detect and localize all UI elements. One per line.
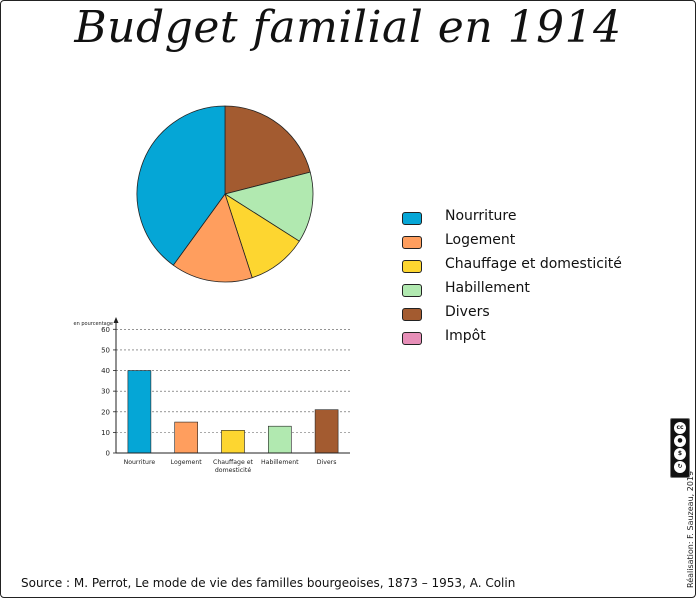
y-tick-label: 0 xyxy=(106,450,110,458)
bar xyxy=(174,421,198,454)
pie-slice xyxy=(136,105,226,266)
pie-slice xyxy=(224,171,314,242)
x-tick-label: Nourriture xyxy=(124,459,156,466)
x-tick-label: Chauffage et xyxy=(213,459,254,466)
y-tick-label: 10 xyxy=(101,429,110,437)
legend-label: Divers xyxy=(445,304,490,320)
legend-label: Habillement xyxy=(445,280,530,296)
y-tick-label: 40 xyxy=(101,367,110,375)
bar xyxy=(314,409,339,454)
bar-chart: 0 10 20 30 40 50 60 Nourriture Logement Chauffage… xyxy=(74,317,350,474)
legend-swatch xyxy=(402,260,422,273)
legend-swatch xyxy=(402,332,422,345)
bar xyxy=(268,425,292,454)
pie-slice xyxy=(224,105,311,195)
legend-swatch xyxy=(402,284,422,297)
y-axis-label: en pourcentage xyxy=(74,321,113,327)
pie-chart xyxy=(136,105,314,283)
author-credit: Réalisation: F. Sauzeau, 2019 xyxy=(686,471,695,588)
y-tick-label: 50 xyxy=(101,346,110,354)
x-tick-label: Divers xyxy=(317,459,337,466)
legend-swatch xyxy=(402,212,422,225)
sa-icon: ↻ xyxy=(674,461,686,473)
y-tick-label: 60 xyxy=(101,326,110,334)
legend-swatch xyxy=(402,236,422,249)
legend-label: Chauffage et domesticité xyxy=(445,256,622,272)
nc-icon: $ xyxy=(674,448,686,460)
legend-swatch xyxy=(402,308,422,321)
legend-label: Logement xyxy=(445,232,516,248)
author-credit-text: Réalisation: F. Sauzeau, 2019 xyxy=(686,470,695,588)
x-tick-label: Habillement xyxy=(261,459,299,466)
x-tick-label: domesticité xyxy=(215,466,251,474)
x-tick-label: Logement xyxy=(171,459,203,466)
cc-icon: cc xyxy=(674,422,686,434)
bar xyxy=(127,370,152,454)
pie-slice xyxy=(172,193,253,283)
legend-label: Impôt xyxy=(445,328,486,344)
creative-commons-by-nc-sa-icon: cc ● $ ↻ xyxy=(670,418,690,478)
by-icon: ● xyxy=(674,435,686,447)
page-title: Budget familial en 1914 xyxy=(74,2,622,53)
source-note: Source : M. Perrot, Le mode de vie des f… xyxy=(21,576,516,590)
bar xyxy=(221,430,245,454)
y-axis-arrow xyxy=(113,317,119,323)
legend-label: Nourriture xyxy=(445,208,517,224)
y-tick-label: 30 xyxy=(101,388,110,396)
y-tick-label: 20 xyxy=(101,408,110,416)
